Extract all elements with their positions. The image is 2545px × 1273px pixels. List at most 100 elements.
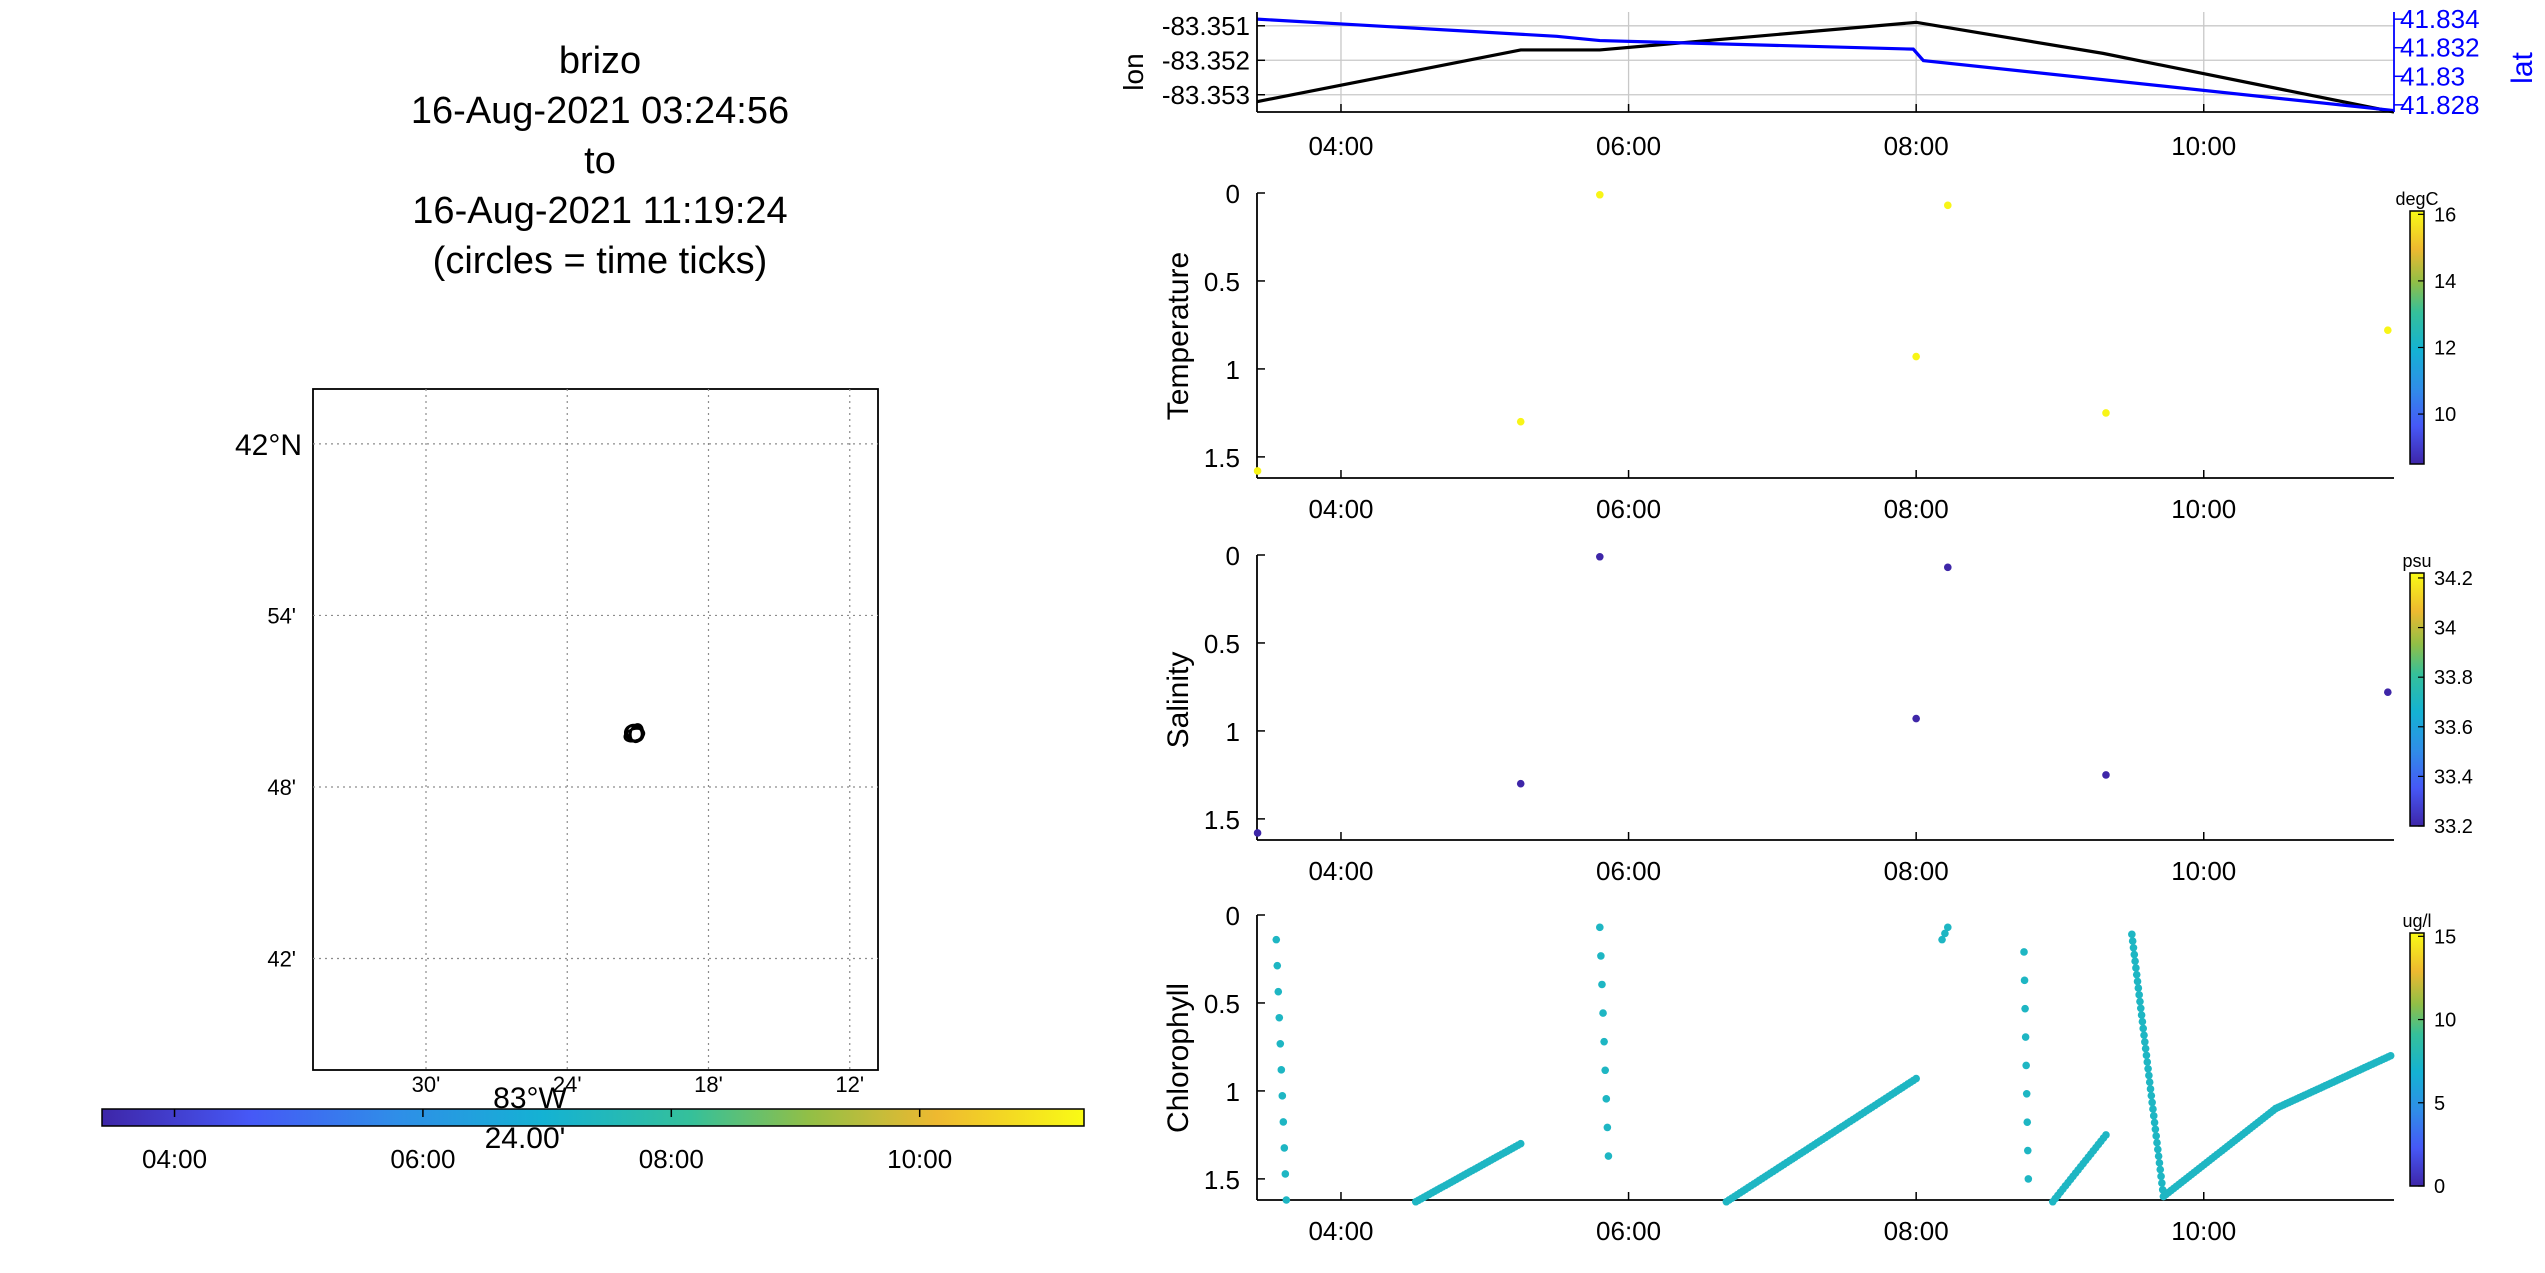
chl-point (1279, 1118, 1288, 1126)
chl-point (2148, 1098, 2156, 1107)
salinity-axis-label: Salinity (1162, 652, 1195, 749)
chl-x-tick: 04:00 (1308, 1216, 1373, 1246)
title-line-vehicle: brizo (558, 40, 642, 82)
time-colorbar-tick: 04:00 (142, 1144, 207, 1174)
chl-point (2130, 950, 2139, 959)
sal-point (1253, 829, 1262, 837)
salinity-panel: Salinity 04:00 06:00 08:00 10:00 0 0.5 1 1.5 psu… (1162, 541, 2473, 886)
chlorophyll-panel: Chlorophyll 04:00 06:00 08:00 10:00 0 0.5 1 1.5… (1162, 901, 2456, 1246)
lonlat-gridlines (1257, 12, 2394, 112)
chl-point (2144, 1064, 2152, 1073)
chl-point (2023, 1118, 2032, 1126)
chl-point (2153, 1138, 2161, 1147)
chl-point (2136, 1004, 2145, 1013)
chl-colorbar-tick: 15 (2434, 926, 2456, 948)
sal-x-tick: 06:00 (1596, 856, 1661, 886)
chl-point (2135, 991, 2143, 999)
time-colorbar-tick: 10:00 (887, 1144, 952, 1174)
chl-y-tick: 1 (1226, 1077, 1240, 1107)
lonlat-series (1256, 17, 2395, 114)
sal-colorbar-tick: 33.2 (2434, 816, 2473, 838)
chl-point (1280, 1144, 1289, 1152)
chl-point (2386, 1051, 2395, 1060)
temp-point (1253, 467, 1262, 475)
time-colorbar-gradient (101, 1108, 1085, 1127)
figure-title: brizo 16-Aug-2021 03:24:56 to 16-Aug-202… (300, 36, 900, 286)
sal-point (1912, 714, 1920, 723)
temp-x-tick: 08:00 (1884, 494, 1949, 524)
chl-point (1275, 1013, 1284, 1022)
chl-point (2146, 1085, 2155, 1093)
temp-point (1943, 201, 1952, 210)
sal-point (1596, 552, 1604, 561)
chl-point (2133, 977, 2142, 986)
chl-point (2143, 1058, 2152, 1066)
chl-point (1276, 1039, 1285, 1048)
chl-colorbar-unit: ug/l (2402, 911, 2431, 931)
chl-point (1516, 1139, 1525, 1148)
chl-point (2145, 1071, 2153, 1080)
map-lat-tick: 42' (267, 947, 296, 972)
sal-point (1943, 563, 1952, 572)
chl-colorbar (2409, 932, 2425, 1187)
chl-point (2131, 957, 2139, 966)
temp-colorbar-tick: 10 (2434, 404, 2456, 426)
lonlat-x-tick: 08:00 (1884, 131, 1949, 161)
sal-colorbar (2409, 572, 2425, 827)
map-frame (312, 388, 879, 1071)
chl-y-tick: 0 (1226, 901, 1240, 931)
sal-y-tick: 0 (1226, 541, 1240, 571)
lonlat-left-axis-label: lon (1118, 53, 1149, 90)
lonlat-x-tick: 06:00 (1596, 131, 1661, 161)
sal-y-tick: 1 (1226, 717, 1240, 747)
temp-colorbar (2409, 210, 2425, 465)
sal-point (2384, 688, 2392, 697)
chl-y-tick: 0.5 (1204, 989, 1240, 1019)
chl-point (2137, 1011, 2146, 1019)
track-loop (625, 724, 643, 742)
map-tick-labels: 30' 24' 18' 12' 42°N 54' 48' 42' (235, 429, 864, 1097)
temp-colorbar-tick: 12 (2434, 337, 2456, 359)
chl-point (2024, 1175, 2033, 1183)
chl-point (2022, 1089, 2031, 1098)
lonlat-right-tick: 41.828 (2400, 90, 2480, 120)
sal-x-tick: 04:00 (1308, 856, 1373, 886)
lonlat-left-tick: -83.353 (1162, 80, 1250, 110)
title-line-note: (circles = time ticks) (432, 240, 768, 282)
map-lon-tick: 24' (553, 1072, 582, 1097)
temp-colorbar-unit: degC (2395, 189, 2438, 209)
chl-point (2145, 1078, 2154, 1087)
temp-point (1912, 352, 1920, 361)
chl-point (2154, 1145, 2162, 1154)
chl-point (2152, 1132, 2160, 1140)
chl-point (1603, 1123, 1612, 1132)
chl-point (2021, 1004, 2029, 1013)
chl-point (2149, 1112, 2158, 1120)
chl-point (1602, 1095, 1611, 1103)
title-line-start-time: 16-Aug-2021 03:24:56 (410, 90, 790, 132)
chl-point (2154, 1152, 2163, 1160)
lonlat-right-tick: 41.83 (2400, 61, 2465, 91)
map-lon-tick: 18' (694, 1072, 723, 1097)
chl-point (2157, 1172, 2165, 1181)
chl-point (2129, 943, 2138, 952)
chl-x-tick: 06:00 (1596, 1216, 1661, 1246)
map-gridlines (313, 389, 878, 1070)
time-colorbar: 04:00 06:00 08:00 10:00 (101, 1108, 1085, 1174)
chl-point (1943, 923, 1952, 932)
chlorophyll-axis-label: Chlorophyll (1162, 983, 1195, 1133)
map-lon-tick: 30' (412, 1072, 441, 1097)
temp-point (2384, 326, 2392, 335)
title-line-to: to (584, 140, 616, 182)
chl-point (2128, 930, 2136, 939)
chl-point (2155, 1159, 2164, 1167)
map-lon-tick: 12' (835, 1072, 864, 1097)
sal-y-tick: 1.5 (1204, 805, 1240, 835)
lon-series-line (1256, 20, 2395, 114)
sal-colorbar-tick: 34 (2434, 618, 2456, 640)
lonlat-x-tick: 10:00 (2171, 131, 2236, 161)
chl-point (1274, 987, 1283, 996)
track-map: 30' 24' 18' 12'42°N54'48'42' 83°W 24.00' (235, 388, 879, 1155)
chl-point (2149, 1105, 2157, 1113)
lonlat-left-tick: -83.351 (1162, 11, 1250, 41)
